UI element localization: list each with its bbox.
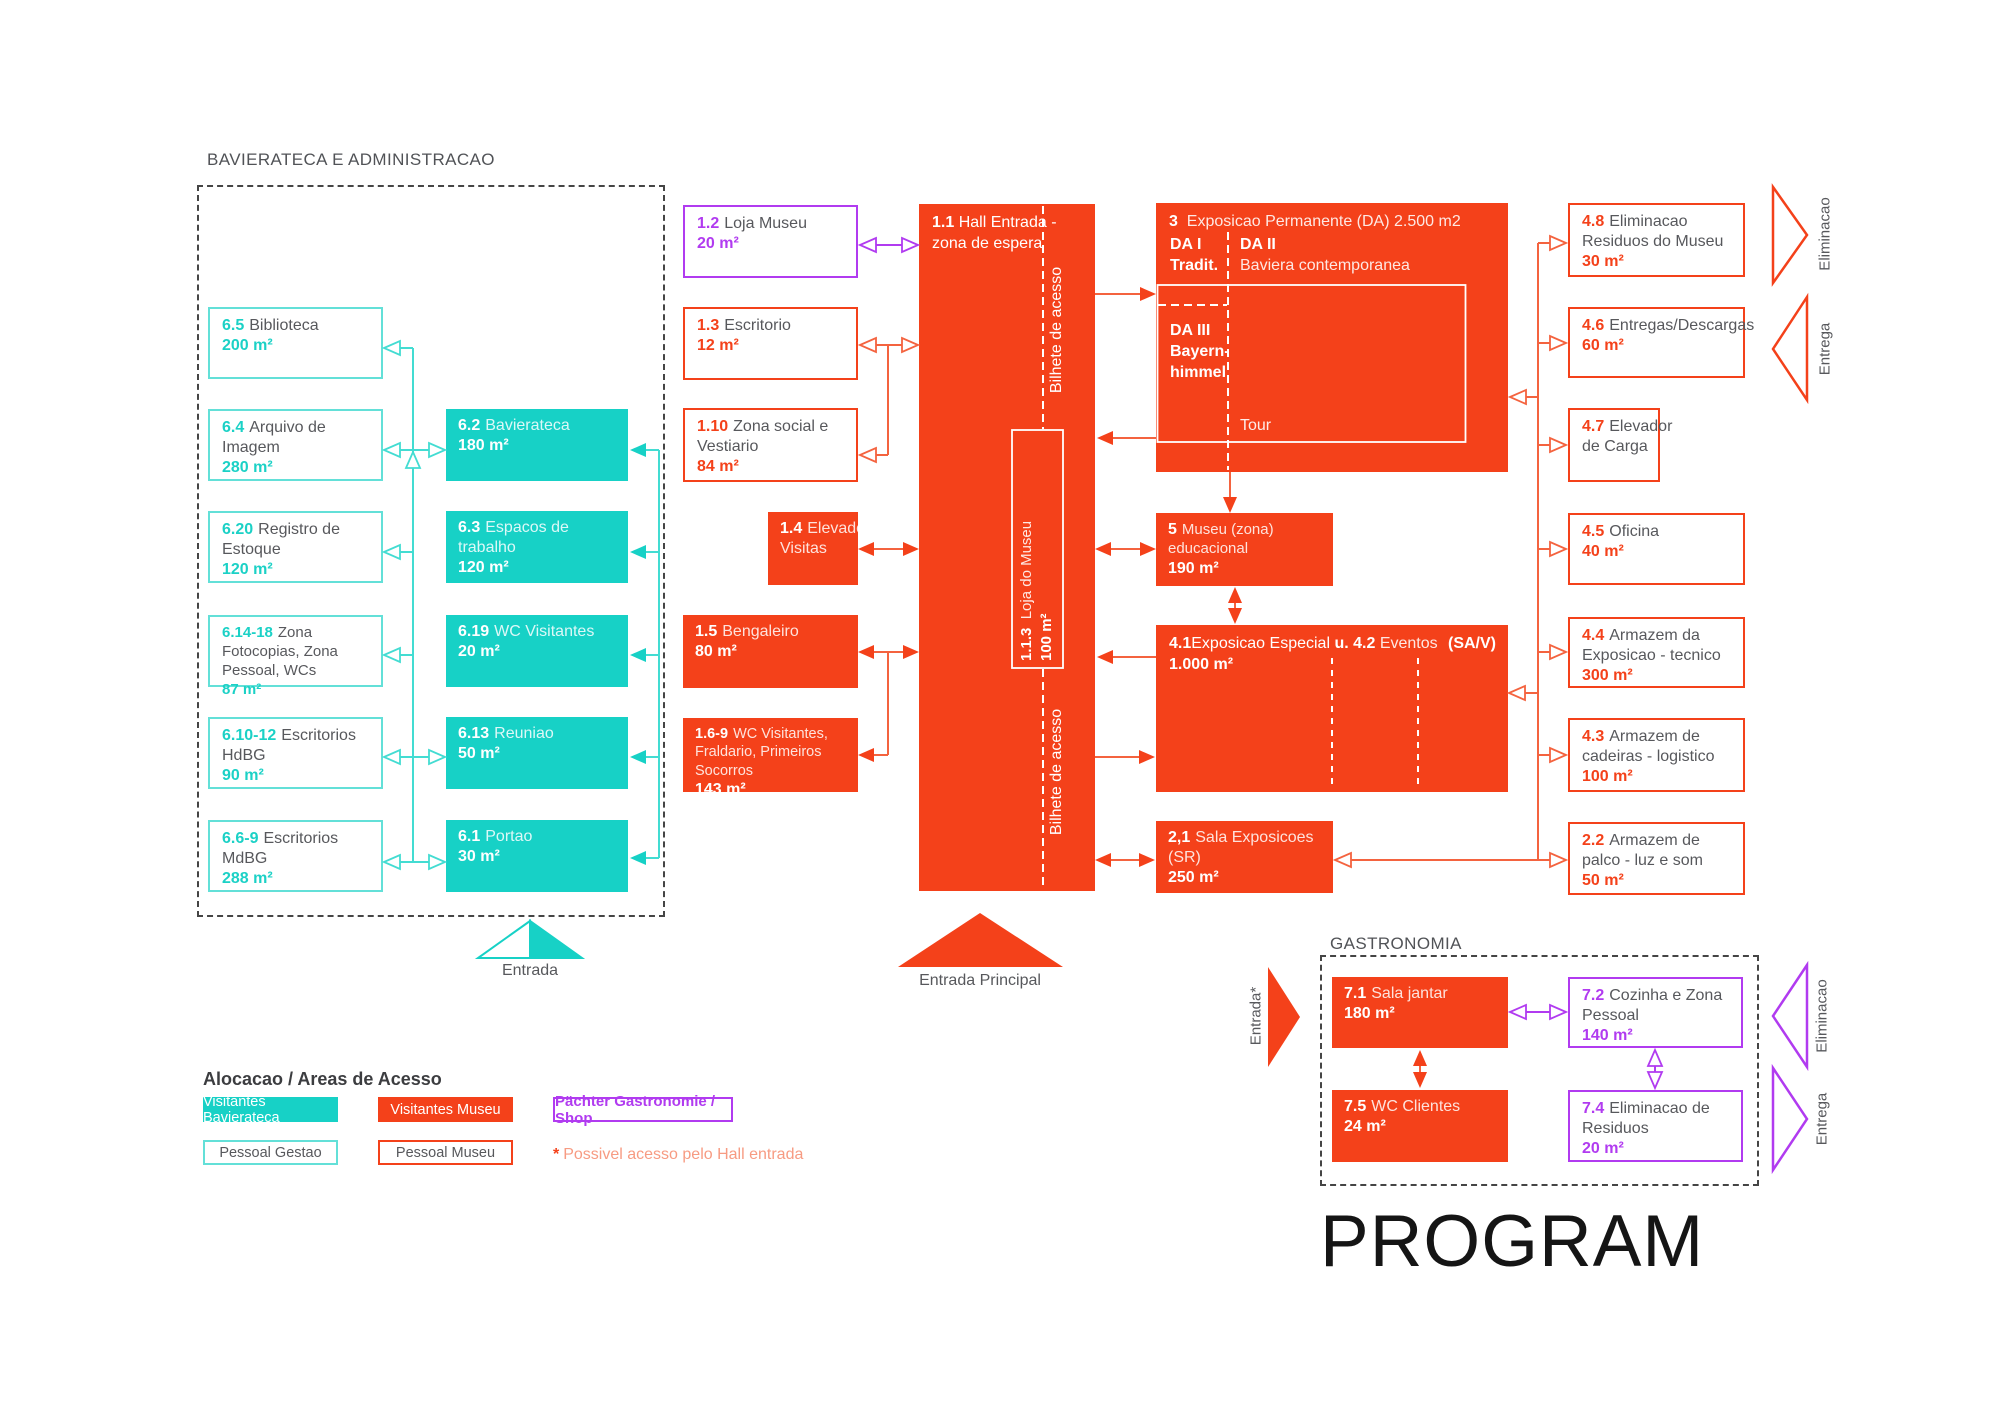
gastronomia-section-frame — [1320, 955, 1759, 1186]
entrada-triangle-outline-half — [474, 919, 531, 959]
room-box-4-4: 4.4 Armazem da Exposicao - tecnico 300 m² — [1568, 617, 1745, 688]
room-box-1-6-9: 1.6-9 WC Visitantes, Fraldario, Primeiros… — [683, 718, 858, 798]
entrada-gastro-label: Entrada* — [1247, 986, 1265, 1046]
room-box-6-1: 6.1 Portao 30 m² — [446, 820, 628, 892]
section-title-gastronomia: GASTRONOMIA — [1330, 934, 1462, 953]
room-box-6-2: 6.2 Bavierateca 180 m² — [446, 409, 628, 481]
room-box-4-3: 4.3 Armazem de cadeiras - logistico 100 m… — [1568, 718, 1745, 792]
room-box-4-7: 4.7 Elevador de Carga — [1568, 408, 1672, 482]
bavierateca-section-frame — [197, 185, 665, 917]
legend-pachter-gastronomie: Pächter Gastronomie / Shop — [553, 1093, 733, 1127]
legend-visitantes-bavierateca: Visitantes Bavierateca — [203, 1094, 338, 1126]
section-title-bavierateca: BAVIERATECA E ADMINISTRACAO — [207, 150, 495, 169]
entrada-label: Entrada — [501, 962, 559, 979]
da1-label: DA I Tradit. — [1170, 236, 1219, 274]
room-box-2-1: 2,1 Sala Exposicoes (SR) 250 m² — [1156, 821, 1333, 893]
eliminacao-gastro-label: Eliminacao — [1813, 979, 1831, 1053]
entrada-triangle-fill-half — [529, 919, 586, 959]
room-box-2-2: 2.2 Armazem de palco - luz e som 50 m² — [1568, 822, 1745, 895]
room-box-7-2: 7.2 Cozinha e Zona Pessoal 140 m² — [1568, 977, 1743, 1048]
room-box-1-2: 1.2 Loja Museu 20 m² — [683, 205, 858, 278]
entrega-museu-label: Entrega — [1816, 322, 1834, 376]
bilhete-acesso-bottom-label: Bilhete de acesso — [1048, 708, 1065, 836]
entrega-museu-triangle — [1771, 292, 1809, 405]
exposicao-permanente-box: 3 Exposicao Permanente (DA) 2.500 m2 DA … — [1156, 203, 1508, 472]
eliminacao-museu-label: Eliminacao — [1816, 197, 1834, 271]
hall-entrada-box: 1.1 Hall Entrada - zona de espera — [919, 204, 1095, 891]
legend-note: * Possivel acesso pelo Hall entrada — [553, 1146, 804, 1163]
entrega-gastro-triangle — [1771, 1063, 1809, 1175]
room-box-6-19: 6.19 WC Visitantes 20 m² — [446, 615, 628, 687]
legend-title: Alocacao / Areas de Acesso — [203, 1069, 442, 1089]
legend-pessoal-museu: Pessoal Museu — [378, 1140, 513, 1165]
da2-label: DA II Baviera contemporanea — [1240, 236, 1410, 274]
legend-visitantes-museu: Visitantes Museu — [378, 1097, 513, 1122]
tour-label: Tour — [1240, 417, 1272, 434]
room-box-6-4: 6.4 Arquivo de Imagem 280 m² — [208, 409, 383, 481]
entrada-principal-triangle — [898, 913, 1063, 967]
room-box-4-6: 4.6 Entregas/Descargas 60 m² — [1568, 307, 1754, 378]
room-box-7-1: 7.1 Sala jantar 180 m² — [1332, 977, 1508, 1048]
room-box-6-10-12: 6.10-12 Escritorios HdBG 90 m² — [208, 717, 383, 789]
bilhete-acesso-top-label: Bilhete de acesso — [1048, 266, 1065, 394]
da3-label: DA III Bayern- himmel — [1170, 322, 1230, 381]
program-title: PROGRAM — [1320, 1201, 1705, 1282]
eliminacao-museu-triangle — [1771, 183, 1809, 287]
entrega-gastro-label: Entrega — [1813, 1092, 1831, 1146]
eliminacao-gastro-triangle — [1771, 960, 1809, 1072]
room-box-1-4: 1.4 Elevador Visitas — [768, 512, 870, 585]
entrada-principal-label: Entrada Principal — [919, 972, 1041, 989]
room-box-7-5: 7.5 WC Clientes 24 m² — [1332, 1090, 1508, 1162]
room-box-6-20: 6.20 Registro de Estoque 120 m² — [208, 511, 383, 583]
room-box-1-5: 1.5 Bengaleiro 80 m² — [683, 615, 858, 688]
room-box-6-3: 6.3 Espacos de trabalho 120 m² — [446, 511, 628, 583]
entrada-gastro-triangle — [1268, 967, 1300, 1067]
room-box-6-6-9: 6.6-9 Escritorios MdBG 288 m² — [208, 820, 383, 892]
room-box-1-3: 1.3 Escritorio 12 m² — [683, 307, 858, 380]
room-box-1-10: 1.10 Zona social e Vestiario 84 m² — [683, 408, 858, 482]
legend-pessoal-gestao: Pessoal Gestao — [203, 1140, 338, 1165]
room-box-7-4: 7.4 Eliminacao de Residuos 20 m² — [1568, 1090, 1743, 1162]
room-box-4-5: 4.5 Oficina 40 m² — [1568, 513, 1745, 585]
room-box-6-13: 6.13 Reuniao 50 m² — [446, 717, 628, 789]
room-box-6-5: 6.5 Biblioteca 200 m² — [208, 307, 383, 379]
room-box-5: 5 Museu (zona) educacional 190 m² — [1156, 513, 1333, 586]
loja-do-museu-label: 1.1.3 Loja do Museu 100 m² — [1017, 520, 1055, 661]
exposicao-especial-box: 4.1Exposicao Especial u. 4.2 Eventos (SA… — [1156, 625, 1508, 792]
room-box-6-14-18: 6.14-18 Zona Fotocopias, Zona Pessoal, WC… — [208, 615, 383, 698]
room-box-4-8: 4.8 Eliminacao Residuos do Museu 30 m² — [1568, 203, 1745, 277]
